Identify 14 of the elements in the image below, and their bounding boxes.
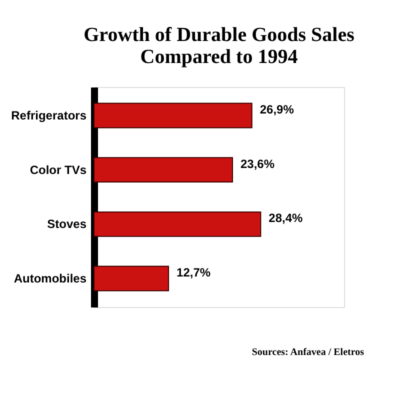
y-tick-label: Refrigerators bbox=[11, 108, 87, 123]
data-label: 26,9% bbox=[260, 102, 294, 117]
bar bbox=[94, 211, 262, 237]
data-label: 12,7% bbox=[176, 265, 211, 280]
bar bbox=[94, 266, 170, 292]
y-tick-label: Automobiles bbox=[14, 271, 87, 286]
y-tick-label: Stoves bbox=[47, 217, 87, 232]
bar bbox=[94, 157, 233, 183]
bar bbox=[94, 102, 252, 128]
chart-title: Growth of Durable Goods Sales Compared to 1994 bbox=[84, 24, 355, 68]
y-tick-label: Color TVs bbox=[30, 162, 87, 177]
data-label: 23,6% bbox=[240, 156, 275, 171]
source-note: Sources: Anfavea / Eletros bbox=[252, 347, 364, 358]
data-label: 28,4% bbox=[268, 211, 304, 226]
